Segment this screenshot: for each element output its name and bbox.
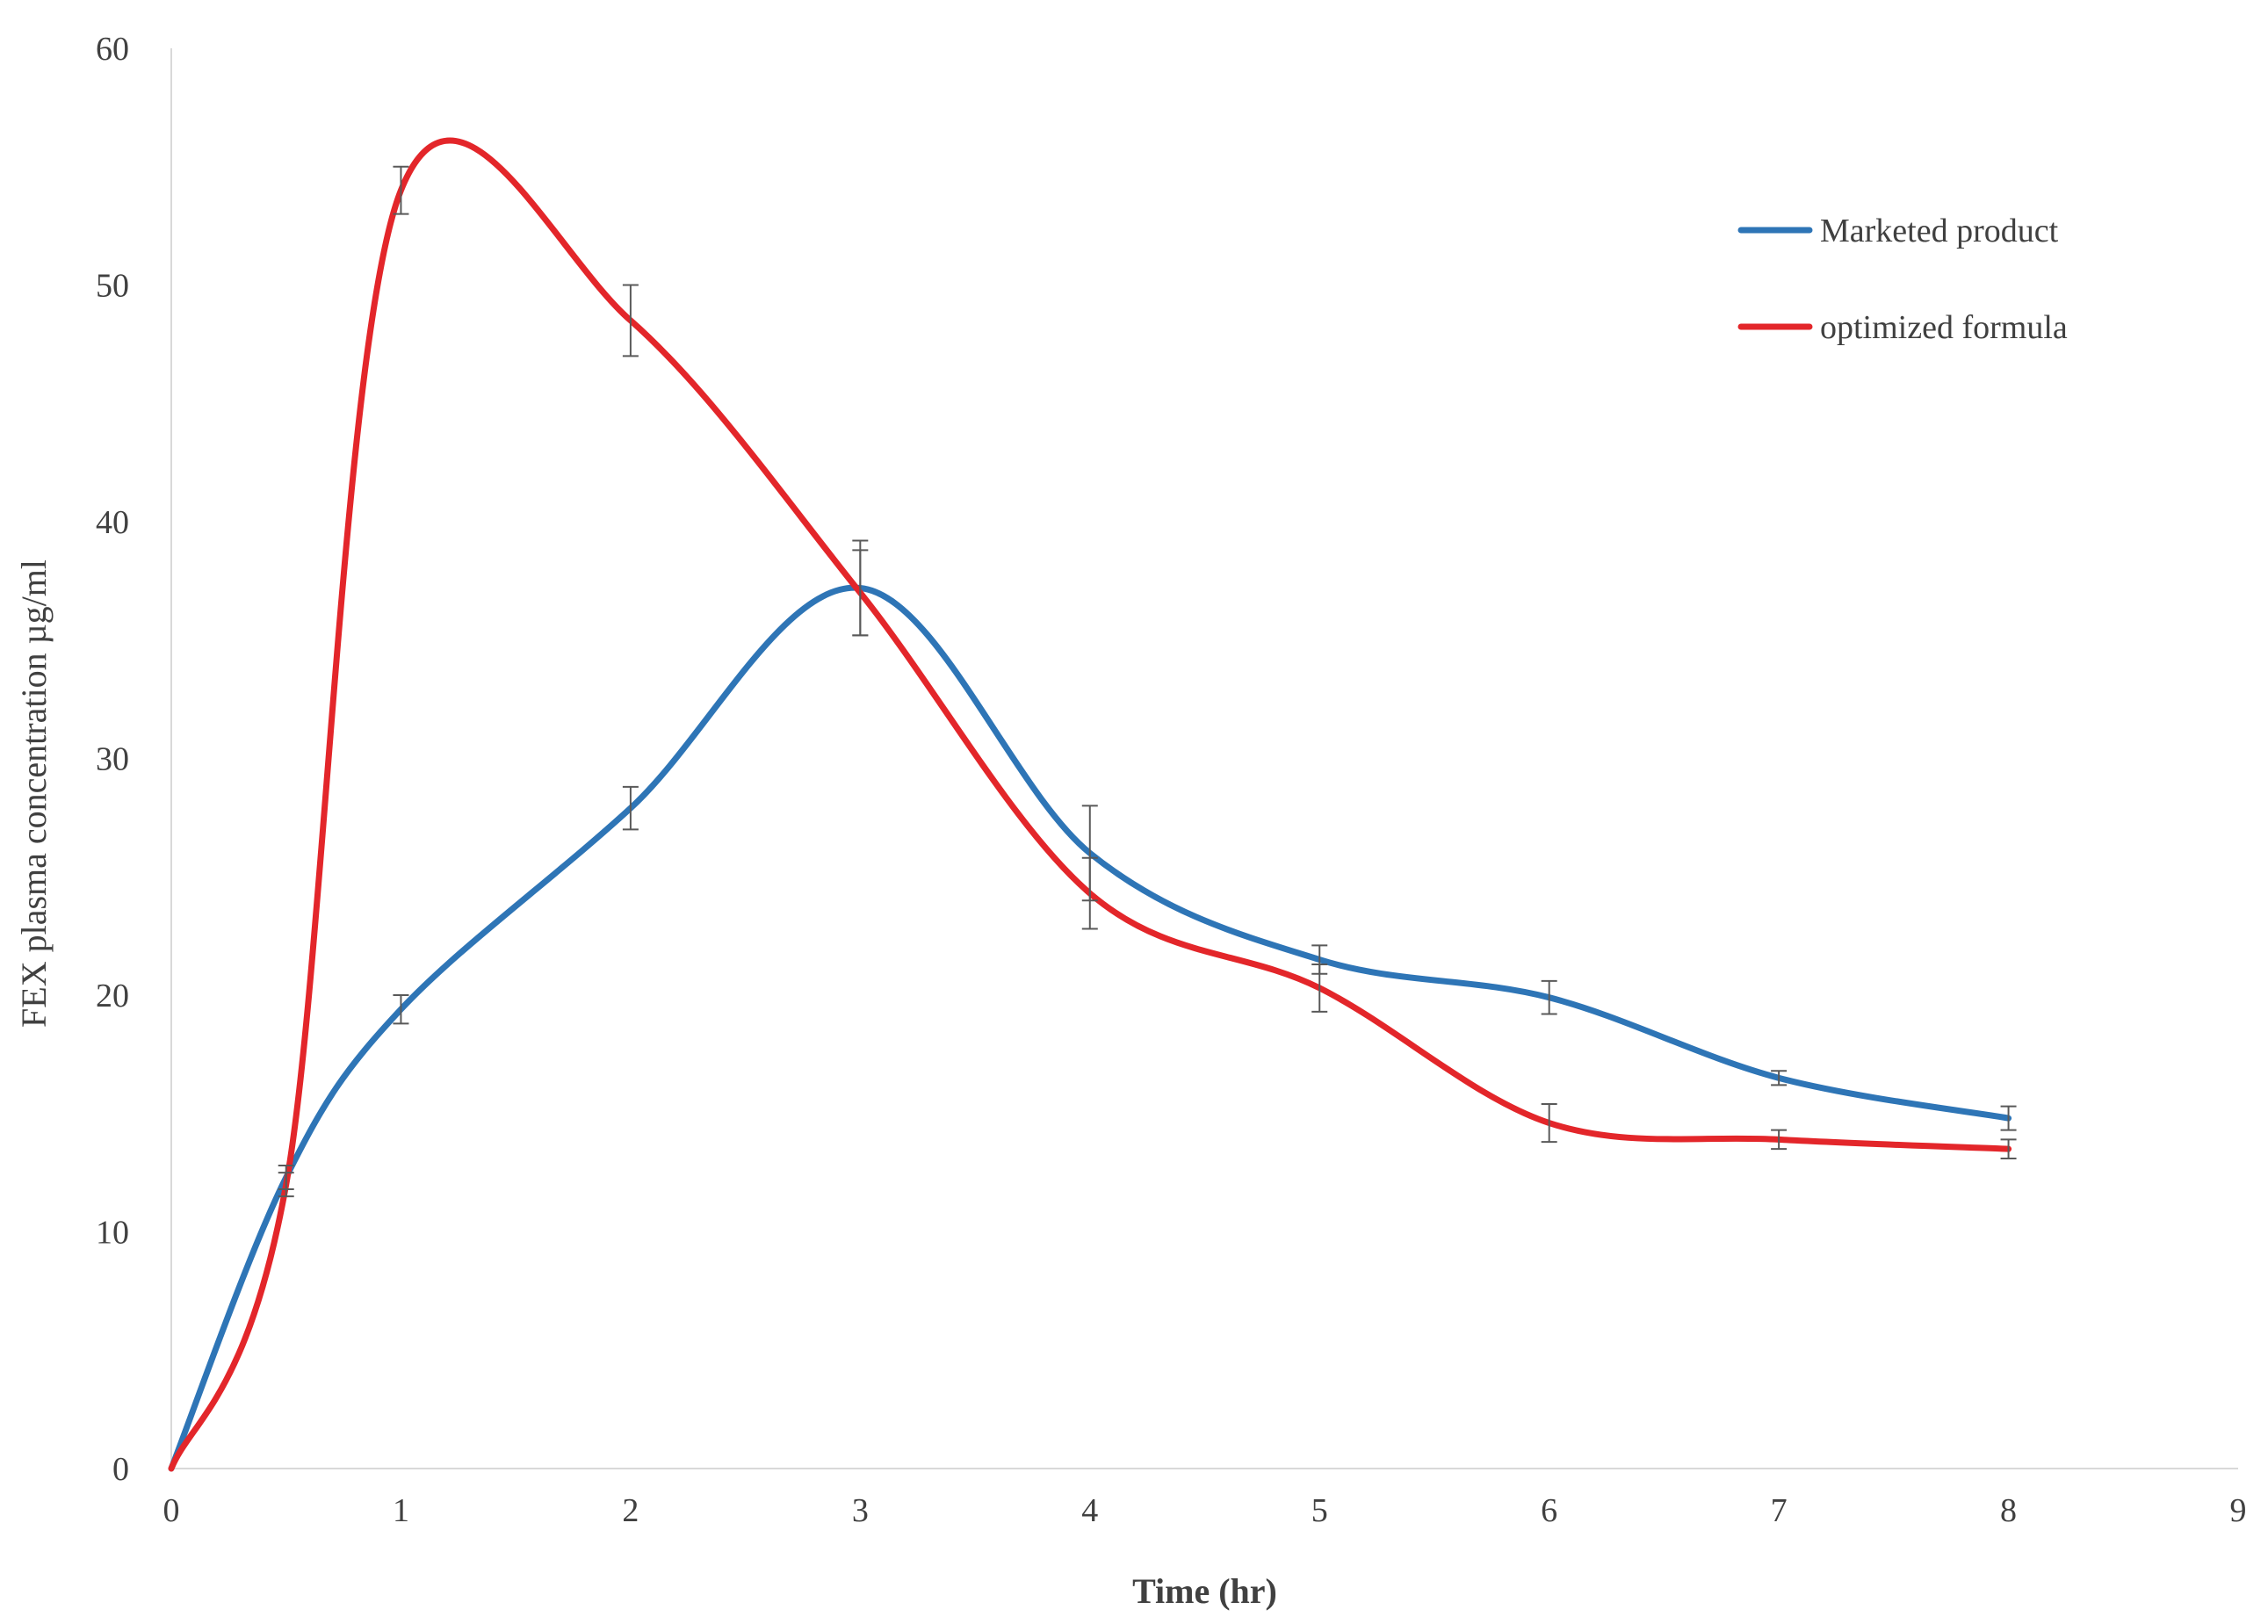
legend-item-optimized-formula: optimized formula: [1737, 309, 2068, 346]
y-tick-label: 20: [96, 978, 129, 1014]
error-bar-optimized-formula: [393, 165, 409, 215]
x-tick-label: 2: [622, 1492, 639, 1529]
x-tick-label: 6: [1541, 1492, 1557, 1529]
x-axis-title: Time (hr): [1132, 1571, 1277, 1611]
x-tick-label: 4: [1081, 1492, 1098, 1529]
error-bar-marketed-product: [1541, 979, 1557, 1015]
error-bar-optimized-formula: [1541, 1102, 1557, 1144]
error-bar-marketed-product: [2000, 1105, 2017, 1131]
x-tick-label: 3: [852, 1492, 869, 1529]
error-bar-optimized-formula: [1081, 856, 1098, 930]
y-tick-label: 50: [96, 268, 129, 305]
error-bar-optimized-formula: [1771, 1129, 1788, 1151]
legend: Marketed product optimized formula: [1737, 213, 2068, 346]
series-line-optimized-formula: [168, 137, 2012, 1472]
x-tick-label: 5: [1311, 1492, 1328, 1529]
y-axis-title: FEX plasma concentration µg/ml: [14, 559, 54, 1028]
error-bar-optimized-formula: [1311, 963, 1328, 1013]
y-tick-label: 60: [96, 31, 129, 68]
legend-label: Marketed product: [1820, 213, 2059, 249]
y-tick-label: 10: [96, 1215, 129, 1252]
x-tick-label: 9: [2230, 1492, 2247, 1529]
error-bar-optimized-formula: [852, 549, 869, 637]
error-bar-optimized-formula: [278, 1172, 294, 1198]
x-tick-label: 1: [393, 1492, 409, 1529]
error-bar-marketed-product: [622, 785, 639, 831]
error-bars: [278, 165, 2017, 1198]
series-lines: [168, 137, 2012, 1472]
axes: [170, 48, 2238, 1469]
y-tick-label: 40: [96, 504, 129, 541]
tick-labels: 0 1 2 3 4 5 6 7 8 9 0 10 20 30 40 50 60: [96, 31, 2247, 1529]
legend-label: optimized formula: [1820, 309, 2068, 346]
legend-item-marketed-product: Marketed product: [1737, 213, 2059, 249]
error-bar-optimized-formula: [622, 284, 639, 357]
error-bar-optimized-formula: [2000, 1138, 2017, 1159]
error-bar-marketed-product: [393, 994, 409, 1025]
x-tick-label: 8: [2000, 1492, 2017, 1529]
error-bar-marketed-product: [1771, 1070, 1788, 1086]
y-tick-label: 30: [96, 741, 129, 778]
x-tick-label: 0: [163, 1492, 180, 1529]
y-tick-label: 0: [112, 1451, 129, 1488]
x-tick-label: 7: [1771, 1492, 1788, 1529]
series-line-marketed-product: [168, 584, 2012, 1472]
